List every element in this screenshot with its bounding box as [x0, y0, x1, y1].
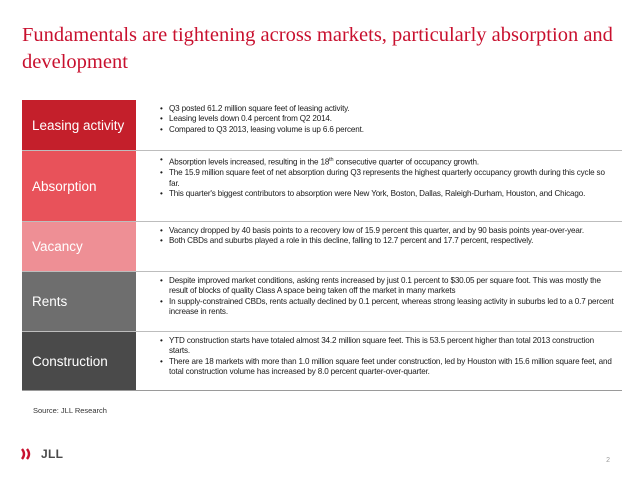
bullet: Absorption levels increased, resulting i… [160, 155, 616, 168]
bullet: In supply-constrained CBDs, rents actual… [160, 297, 616, 318]
logo-text: JLL [41, 447, 64, 461]
bullet: Despite improved market conditions, aski… [160, 276, 616, 297]
row-label-leasing: Leasing activity [22, 100, 136, 150]
bullet: The 15.9 million square feet of net abso… [160, 168, 616, 189]
source-note: Source: JLL Research [33, 406, 107, 415]
slide-title: Fundamentals are tightening across marke… [22, 24, 613, 73]
row-construction: Construction YTD construction starts hav… [22, 332, 622, 391]
bullet: Both CBDs and suburbs played a role in t… [160, 236, 616, 247]
row-absorption: Absorption Absorption levels increased, … [22, 151, 622, 222]
bullet: YTD construction starts have totaled alm… [160, 336, 616, 357]
row-label-rents: Rents [22, 272, 136, 331]
bullet: This quarter's biggest contributors to a… [160, 189, 616, 200]
row-label-construction: Construction [22, 332, 136, 390]
company-logo: JLL [20, 447, 63, 461]
fundamentals-table: Leasing activity Q3 posted 61.2 million … [22, 100, 622, 391]
page-number: 2 [606, 457, 610, 464]
bullet: Compared to Q3 2013, leasing volume is u… [160, 125, 616, 136]
row-label-absorption: Absorption [22, 151, 136, 221]
bullet: Q3 posted 61.2 million square feet of le… [160, 104, 616, 115]
row-leasing-activity: Leasing activity Q3 posted 61.2 million … [22, 100, 622, 151]
bullet: Leasing levels down 0.4 percent from Q2 … [160, 114, 616, 125]
bullet: There are 18 markets with more than 1.0 … [160, 357, 616, 378]
row-vacancy: Vacancy Vacancy dropped by 40 basis poin… [22, 222, 622, 272]
row-label-vacancy: Vacancy [22, 222, 136, 271]
bullet: Vacancy dropped by 40 basis points to a … [160, 226, 616, 237]
row-rents: Rents Despite improved market conditions… [22, 272, 622, 332]
jll-logo-icon [21, 448, 31, 460]
